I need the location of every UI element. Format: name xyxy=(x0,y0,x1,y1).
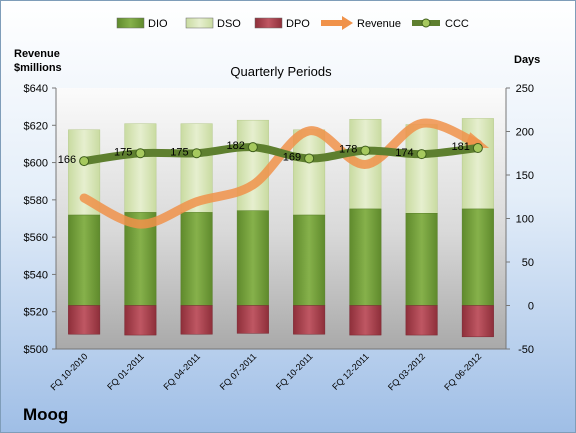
left-tick-label: $580 xyxy=(24,195,48,207)
bar-dpo xyxy=(124,305,157,336)
legend-swatch-dso xyxy=(185,17,214,29)
right-tick-label: 150 xyxy=(516,170,534,182)
left-tick-label: $600 xyxy=(24,158,48,170)
x-tick-label: FQ 06-2012 xyxy=(442,351,483,392)
left-axis-title-line1: Revenue xyxy=(14,48,60,60)
ccc-data-label: 182 xyxy=(227,140,245,152)
ccc-marker xyxy=(247,142,258,153)
bar-dio xyxy=(68,214,101,306)
legend-swatch-dio xyxy=(116,17,145,29)
company-name: Moog xyxy=(23,405,69,424)
x-tick-label: FQ 12-2011 xyxy=(330,351,371,392)
left-tick-label: $500 xyxy=(24,344,48,356)
right-tick-label: 0 xyxy=(528,301,534,313)
bar-dso xyxy=(461,118,494,210)
bar-dso xyxy=(293,129,326,216)
left-tick-label: $520 xyxy=(24,307,48,319)
bar-dso xyxy=(405,124,438,214)
bar-dpo xyxy=(349,305,382,336)
right-tick-label: 200 xyxy=(516,127,534,139)
left-tick-label: $640 xyxy=(24,83,48,95)
ccc-data-label: 178 xyxy=(339,144,357,156)
bar-dio xyxy=(461,208,494,306)
bar-dio xyxy=(405,213,438,306)
bar-dpo xyxy=(293,305,326,335)
bar-dso xyxy=(124,123,157,213)
bar-dio xyxy=(293,214,326,306)
legend-swatch-dpo xyxy=(254,17,283,29)
chart-title: Quarterly Periods xyxy=(230,64,332,79)
ccc-data-label: 169 xyxy=(283,151,301,163)
left-tick-label: $560 xyxy=(24,232,48,244)
ccc-marker xyxy=(191,148,202,159)
bar-dpo xyxy=(461,305,494,338)
legend-label-dio: DIO xyxy=(148,18,168,30)
legend-label-revenue: Revenue xyxy=(357,18,401,30)
ccc-data-label: 166 xyxy=(58,154,76,166)
x-tick-label: FQ 01-2011 xyxy=(105,351,146,392)
ccc-data-label: 174 xyxy=(395,147,413,159)
bar-dpo xyxy=(236,305,269,334)
revenue-arrowhead xyxy=(464,132,490,149)
left-axis-title-line2: $millions xyxy=(14,62,62,74)
bar-dio xyxy=(180,212,213,306)
ccc-data-label: 181 xyxy=(452,141,470,153)
bar-dpo xyxy=(405,305,438,336)
legend-label-ccc: CCC xyxy=(445,18,469,30)
ccc-data-label: 175 xyxy=(170,146,188,158)
x-tick-label: FQ 07-2011 xyxy=(218,351,259,392)
ccc-marker xyxy=(304,153,315,164)
bar-dio xyxy=(349,208,382,306)
bar-dpo xyxy=(68,305,101,335)
right-tick-label: -50 xyxy=(518,344,534,356)
right-tick-label: 100 xyxy=(516,214,534,226)
legend-label-dpo: DPO xyxy=(286,18,310,30)
ccc-marker xyxy=(416,149,427,160)
x-tick-label: FQ 04-2011 xyxy=(161,351,202,392)
bar-dio xyxy=(236,210,269,306)
ccc-marker xyxy=(135,148,146,159)
x-tick-label: FQ 10-2011 xyxy=(274,351,315,392)
legend-ccc-marker xyxy=(421,18,431,28)
ccc-marker xyxy=(360,145,371,156)
x-tick-label: FQ 03-2012 xyxy=(386,351,427,392)
ccc-marker xyxy=(79,156,90,167)
right-axis-title: Days xyxy=(514,54,540,66)
ccc-data-label: 175 xyxy=(114,146,132,158)
legend-revenue-arrowhead xyxy=(342,16,353,30)
right-tick-label: 50 xyxy=(522,257,534,269)
left-tick-label: $620 xyxy=(24,120,48,132)
legend-label-dso: DSO xyxy=(217,18,241,30)
bar-dpo xyxy=(180,305,213,335)
x-tick-label: FQ 10-2010 xyxy=(49,351,90,392)
bar-dso xyxy=(236,119,269,211)
left-tick-label: $540 xyxy=(24,269,48,281)
ccc-marker xyxy=(472,143,483,154)
right-tick-label: 250 xyxy=(516,83,534,95)
